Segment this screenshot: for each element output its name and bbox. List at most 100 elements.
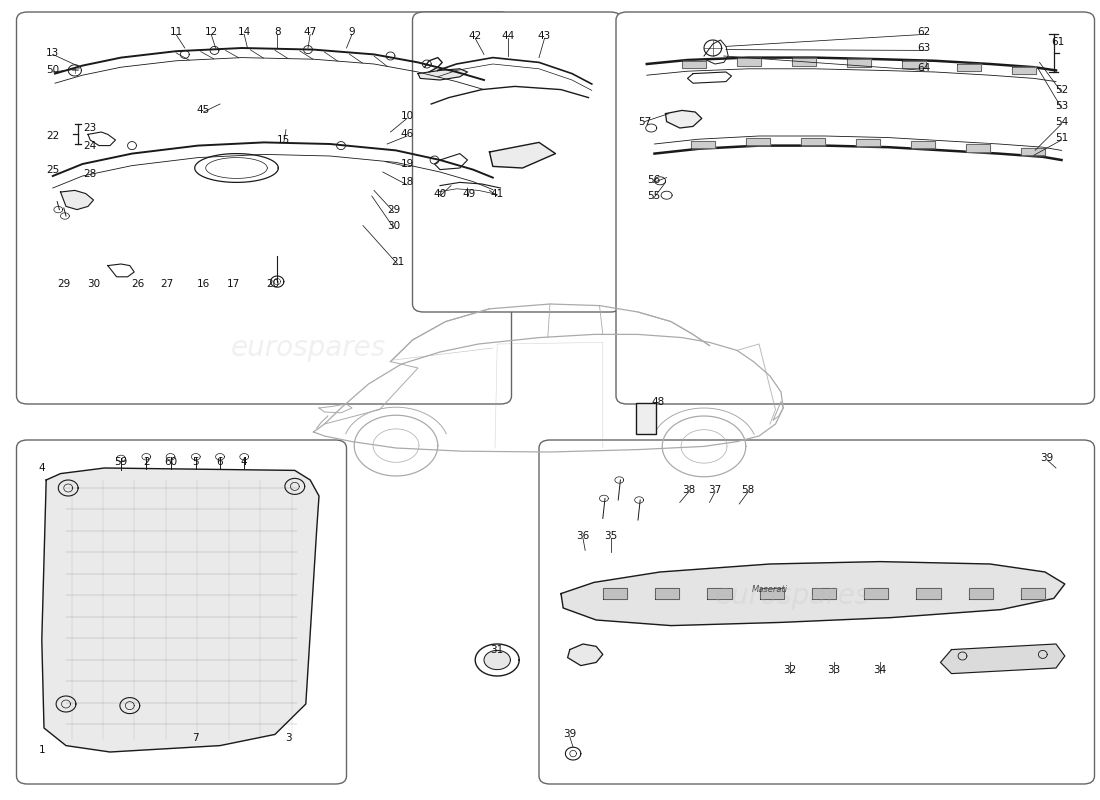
Text: 51: 51 — [1055, 133, 1068, 142]
Polygon shape — [760, 588, 784, 599]
Polygon shape — [902, 61, 926, 68]
Polygon shape — [60, 190, 94, 210]
Polygon shape — [707, 588, 732, 599]
Text: 4: 4 — [39, 463, 45, 473]
Text: 37: 37 — [708, 485, 722, 494]
Polygon shape — [737, 58, 761, 66]
Polygon shape — [418, 69, 468, 80]
Text: 20: 20 — [266, 279, 279, 289]
Text: 42: 42 — [469, 31, 482, 41]
Text: 64: 64 — [917, 63, 931, 73]
Text: 30: 30 — [387, 221, 400, 230]
Text: 60: 60 — [164, 458, 177, 467]
Polygon shape — [1021, 148, 1045, 155]
Text: 53: 53 — [1055, 101, 1068, 110]
Polygon shape — [691, 141, 715, 148]
Text: 14: 14 — [238, 27, 251, 37]
Polygon shape — [847, 59, 871, 66]
Text: eurospares: eurospares — [230, 334, 386, 362]
Text: 52: 52 — [1055, 85, 1068, 94]
Polygon shape — [490, 142, 556, 168]
Polygon shape — [801, 138, 825, 145]
Text: 28: 28 — [84, 170, 97, 179]
Text: 47: 47 — [304, 27, 317, 37]
FancyBboxPatch shape — [412, 12, 622, 312]
Polygon shape — [916, 588, 940, 599]
Text: 63: 63 — [917, 43, 931, 53]
Polygon shape — [656, 588, 680, 599]
Polygon shape — [957, 63, 981, 70]
Text: 62: 62 — [917, 27, 931, 37]
Polygon shape — [42, 468, 319, 752]
Polygon shape — [856, 138, 880, 146]
Text: 57: 57 — [638, 117, 651, 126]
Text: 35: 35 — [604, 531, 617, 541]
Text: 13: 13 — [46, 48, 59, 58]
Polygon shape — [969, 588, 993, 599]
Text: 16: 16 — [197, 279, 210, 289]
Text: 33: 33 — [827, 666, 840, 675]
FancyBboxPatch shape — [16, 440, 346, 784]
Text: 38: 38 — [682, 485, 695, 494]
Text: 23: 23 — [84, 123, 97, 133]
Text: 12: 12 — [205, 27, 218, 37]
Polygon shape — [746, 138, 770, 145]
Polygon shape — [812, 588, 836, 599]
Text: 36: 36 — [576, 531, 590, 541]
Text: 30: 30 — [87, 279, 100, 289]
Text: 21: 21 — [392, 258, 405, 267]
Text: 48: 48 — [651, 397, 664, 406]
Text: 43: 43 — [538, 31, 551, 41]
Polygon shape — [666, 110, 702, 128]
Text: eurospares: eurospares — [714, 582, 870, 610]
Text: 40: 40 — [433, 189, 447, 198]
Text: 27: 27 — [161, 279, 174, 289]
Text: 6: 6 — [217, 458, 223, 467]
Text: 25: 25 — [46, 165, 59, 174]
Polygon shape — [484, 650, 510, 670]
Text: 56: 56 — [647, 175, 660, 185]
Text: 17: 17 — [227, 279, 240, 289]
Text: 8: 8 — [274, 27, 280, 37]
Text: 55: 55 — [647, 191, 660, 201]
Text: 61: 61 — [1052, 37, 1065, 46]
Text: 19: 19 — [400, 159, 414, 169]
Text: 45: 45 — [197, 105, 210, 114]
Text: 32: 32 — [783, 666, 796, 675]
Text: 4: 4 — [241, 458, 248, 467]
Text: 5: 5 — [192, 458, 199, 467]
Text: 7: 7 — [192, 733, 199, 742]
Text: 54: 54 — [1055, 117, 1068, 126]
Polygon shape — [940, 644, 1065, 674]
Text: 41: 41 — [491, 189, 504, 198]
Text: 18: 18 — [400, 178, 414, 187]
Text: 39: 39 — [563, 730, 576, 739]
Polygon shape — [966, 144, 990, 151]
Polygon shape — [1012, 67, 1036, 74]
FancyBboxPatch shape — [539, 440, 1094, 784]
Text: 49: 49 — [462, 189, 475, 198]
Text: 26: 26 — [131, 279, 144, 289]
Text: 15: 15 — [277, 135, 290, 145]
Text: 39: 39 — [1041, 453, 1054, 462]
Polygon shape — [682, 61, 706, 68]
Text: 22: 22 — [46, 131, 59, 141]
Text: 34: 34 — [873, 666, 887, 675]
Polygon shape — [568, 644, 603, 666]
Polygon shape — [603, 588, 627, 599]
Text: 24: 24 — [84, 142, 97, 151]
Polygon shape — [1021, 588, 1045, 599]
Text: 1: 1 — [39, 746, 45, 755]
Text: 46: 46 — [400, 129, 414, 138]
Text: 50: 50 — [46, 66, 59, 75]
Text: 2: 2 — [143, 458, 150, 467]
Text: 58: 58 — [741, 485, 755, 494]
Text: 31: 31 — [491, 645, 504, 654]
Bar — [636, 403, 656, 434]
Text: 29: 29 — [57, 279, 70, 289]
Text: 11: 11 — [169, 27, 183, 37]
Text: Maserati: Maserati — [752, 585, 788, 594]
Text: 44: 44 — [502, 31, 515, 41]
Polygon shape — [561, 562, 1065, 626]
Text: 10: 10 — [400, 111, 414, 121]
